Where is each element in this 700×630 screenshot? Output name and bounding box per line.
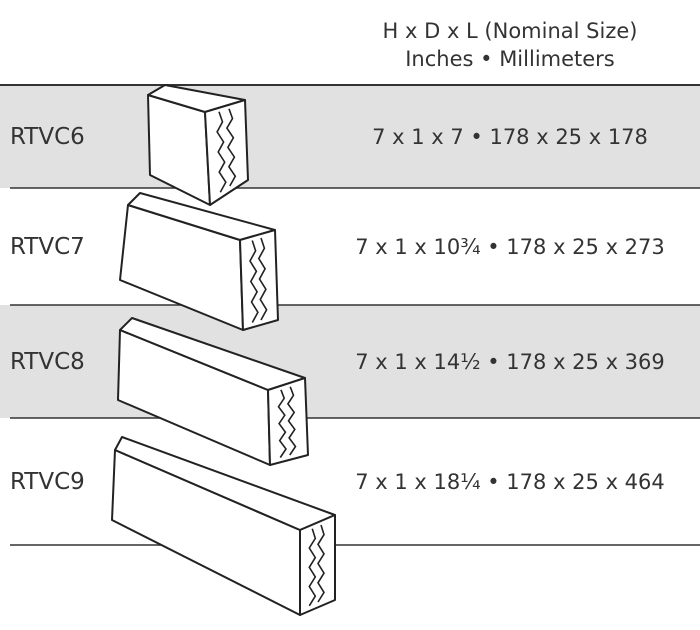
brick-texture	[286, 386, 297, 456]
header-line: Inches • Millimeters	[405, 47, 615, 71]
product-code: RTVC8	[10, 349, 85, 375]
brick-end	[204, 99, 249, 206]
header-line: H x D x L (Nominal Size)	[383, 19, 638, 43]
size-spec: 7 x 1 x 18¼ • 178 x 25 x 464	[355, 470, 665, 494]
size-spec: 7 x 1 x 14½ • 178 x 25 x 369	[355, 350, 665, 374]
brick-illustration	[119, 192, 279, 331]
product-code: RTVC6	[10, 124, 85, 150]
brick-texture	[317, 524, 325, 603]
brick-texture	[225, 108, 237, 187]
brick-illustration	[117, 317, 309, 466]
brick-end	[299, 514, 336, 616]
brick-texture	[257, 237, 268, 321]
brick-texture	[249, 240, 259, 323]
brick-illustration	[147, 84, 249, 206]
size-spec: 7 x 1 x 7 • 178 x 25 x 178	[372, 125, 648, 149]
size-spec: 7 x 1 x 10¾ • 178 x 25 x 273	[355, 235, 665, 259]
product-code: RTVC7	[10, 234, 85, 260]
brick-illustration	[111, 436, 336, 616]
row-band	[0, 305, 700, 418]
row-band	[0, 85, 700, 188]
product-code: RTVC9	[10, 469, 85, 495]
brick-texture	[216, 111, 227, 193]
brick-texture	[277, 389, 287, 458]
brick-end	[239, 229, 279, 331]
brick-texture	[308, 528, 317, 607]
